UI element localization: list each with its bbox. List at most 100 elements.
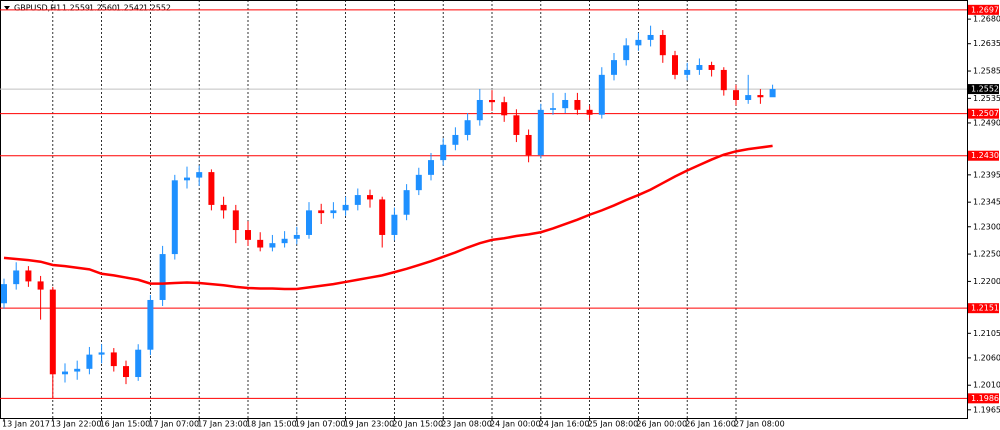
x-tick-label: 26 Jan 16:00 xyxy=(685,420,736,429)
candle-body xyxy=(232,210,239,231)
plot-frame xyxy=(0,0,968,419)
candle-body xyxy=(37,281,44,290)
candle-body xyxy=(623,45,630,61)
current-price-box xyxy=(968,84,999,95)
y-tick-label: 1.2680 xyxy=(973,15,1000,24)
candle-body xyxy=(135,349,142,378)
candle-body xyxy=(586,109,593,115)
y-tick-label: 1.2060 xyxy=(973,353,1000,362)
y-tick-label: 1.2250 xyxy=(973,250,1000,259)
level-label-box xyxy=(968,303,999,314)
level-label-box xyxy=(968,393,999,404)
candle-body xyxy=(611,60,617,75)
x-tick-label: 13 Jan 2017 xyxy=(2,420,50,429)
current-price-label: 1.2552 xyxy=(971,85,999,94)
level-label: 1.2151 xyxy=(971,304,999,313)
candle-body xyxy=(367,195,373,200)
level-label: 1.2697 xyxy=(971,5,999,14)
header-price: 1.2542 xyxy=(116,4,144,13)
candle-body xyxy=(476,99,483,121)
candle-body xyxy=(464,120,471,135)
candle-body xyxy=(513,115,520,135)
candle-body xyxy=(49,289,56,375)
candle-body xyxy=(415,174,422,191)
candle-body xyxy=(184,177,190,181)
candle-body xyxy=(440,144,447,161)
candle-body xyxy=(403,190,410,215)
candle-body xyxy=(635,39,642,46)
x-tick-label: 17 Jan 07:00 xyxy=(148,420,199,429)
candle-body xyxy=(354,195,361,205)
candle-body xyxy=(208,172,215,205)
x-tick-label: 19 Jan 23:00 xyxy=(344,420,395,429)
level-label-box xyxy=(968,108,999,119)
candle-body xyxy=(452,134,459,145)
y-tick-label: 1.2345 xyxy=(973,198,1000,207)
candle-body xyxy=(647,34,654,40)
x-tick-label: 20 Jan 15:00 xyxy=(392,420,443,429)
x-tick-label: 24 Jan 16:00 xyxy=(539,420,590,429)
x-tick-label: 26 Jan 00:00 xyxy=(636,420,687,429)
x-tick-label: 25 Jan 08:00 xyxy=(588,420,639,429)
candle-body xyxy=(501,102,508,116)
candle-body xyxy=(659,34,666,56)
x-tick-label: 19 Jan 07:00 xyxy=(295,420,346,429)
x-tick-label: 24 Jan 00:00 xyxy=(490,420,541,429)
level-label: 1.1986 xyxy=(971,394,999,403)
candle-body xyxy=(74,368,81,372)
y-tick-label: 1.2200 xyxy=(973,277,1000,286)
candle-body xyxy=(598,74,605,115)
y-tick-label: 1.2300 xyxy=(973,222,1000,231)
level-label-box xyxy=(968,150,999,161)
candle-body xyxy=(293,234,300,239)
candle-body xyxy=(98,352,105,355)
candle-body xyxy=(1,284,7,304)
candle-body xyxy=(281,238,288,244)
candle-body xyxy=(196,172,203,178)
y-tick-label: 1.2585 xyxy=(973,67,1000,76)
x-tick-label: 16 Jan 15:00 xyxy=(100,420,151,429)
x-tick-label: 27 Jan 08:00 xyxy=(734,420,785,429)
level-label: 1.2507 xyxy=(971,109,999,118)
candle-body xyxy=(379,199,386,235)
candle-body xyxy=(342,204,349,211)
x-tick-label: 18 Jan 15:00 xyxy=(246,420,297,429)
menu-arrow[interactable] xyxy=(4,6,10,10)
candle-body xyxy=(745,95,752,100)
candle-body xyxy=(757,95,764,98)
candle-body xyxy=(147,299,154,350)
y-tick-label: 1.2635 xyxy=(973,39,1000,48)
candle-body xyxy=(318,210,325,214)
candle-body xyxy=(733,90,739,100)
candle-body xyxy=(123,366,129,378)
candle-body xyxy=(550,108,556,110)
candle-body xyxy=(245,230,251,240)
header-price: 1.2559 xyxy=(62,4,90,13)
candle-body xyxy=(13,270,20,285)
candle-body xyxy=(62,371,68,375)
header-price: 1.2552 xyxy=(143,4,171,13)
candle-body xyxy=(306,210,312,235)
candle-body xyxy=(25,270,32,282)
y-tick-label: 1.2395 xyxy=(973,170,1000,179)
y-tick-label: 1.2535 xyxy=(973,94,1000,103)
candle-body xyxy=(159,254,166,300)
level-label-box xyxy=(968,4,999,15)
candle-body xyxy=(684,69,691,75)
candle-body xyxy=(708,65,715,70)
header-price: 1.2560 xyxy=(89,4,117,13)
candle-body xyxy=(769,89,776,98)
level-label: 1.2430 xyxy=(971,151,999,160)
candle-body xyxy=(562,99,569,109)
y-tick-label: 1.1965 xyxy=(973,405,1000,414)
candle-body xyxy=(489,99,495,103)
candle-body xyxy=(672,55,678,75)
x-tick-label: 17 Jan 23:00 xyxy=(197,420,248,429)
y-tick-label: 1.2010 xyxy=(973,381,1000,390)
candle-body xyxy=(720,69,727,91)
candle-body xyxy=(269,243,276,248)
candle-body xyxy=(696,65,703,70)
candle-body xyxy=(428,160,434,175)
candle-body xyxy=(537,109,544,156)
